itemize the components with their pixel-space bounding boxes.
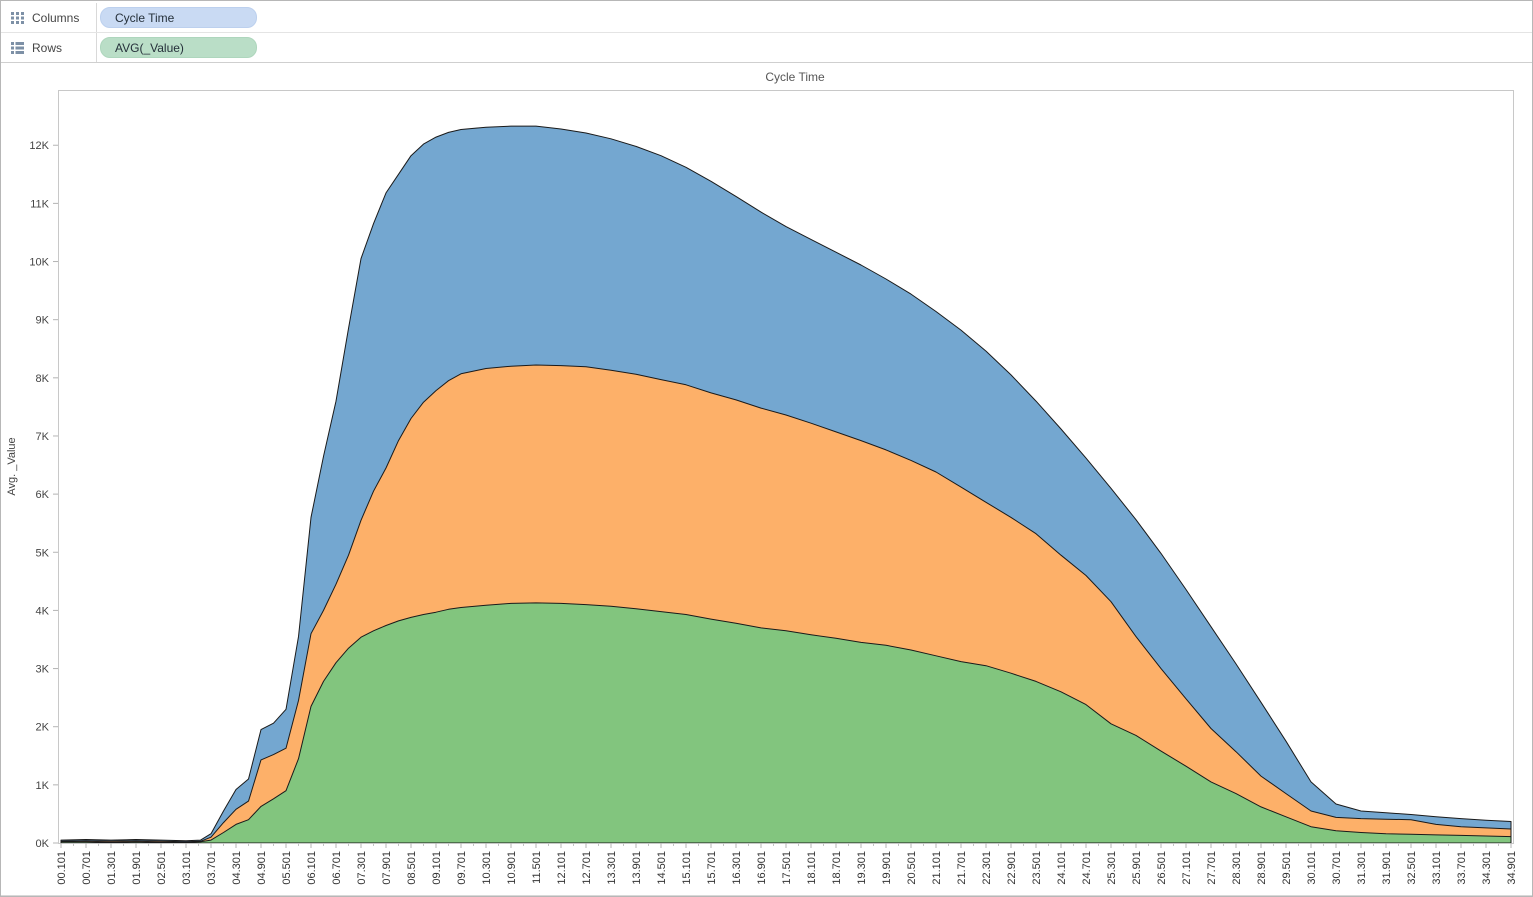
x-tick-label: 09.101: [431, 851, 443, 885]
bottom-divider: [1, 895, 1532, 897]
chart-title-bar: Cycle Time: [1, 63, 1532, 90]
columns-pill-cycle-time[interactable]: Cycle Time: [100, 7, 257, 28]
x-tick-label: 07.301: [356, 851, 368, 885]
y-tick-label: 9K: [36, 315, 50, 327]
y-tick-label: 12K: [29, 140, 49, 152]
y-tick-label: 4K: [36, 605, 50, 617]
x-tick-label: 19.301: [856, 851, 868, 885]
x-tick-label: 22.901: [1006, 851, 1018, 885]
x-tick-label: 12.101: [556, 851, 568, 885]
columns-shelf-title: Columns: [32, 10, 80, 25]
rows-shelf-dropzone[interactable]: AVG(_Value): [97, 33, 1532, 62]
x-tick-label: 28.901: [1256, 851, 1268, 885]
x-tick-label: 15.701: [706, 851, 718, 885]
x-tick-label: 25.901: [1131, 851, 1143, 885]
x-tick-label: 14.501: [656, 851, 668, 885]
x-tick-label: 34.301: [1481, 851, 1493, 885]
x-tick-label: 31.901: [1381, 851, 1393, 885]
x-tick-label: 23.501: [1031, 851, 1043, 885]
rows-shelf[interactable]: Rows AVG(_Value): [1, 33, 1532, 62]
y-tick-label: 1K: [36, 780, 50, 792]
x-tick-label: 32.501: [1406, 851, 1418, 885]
x-tick-label: 13.301: [606, 851, 618, 885]
x-tick-label: 01.901: [131, 851, 143, 885]
columns-shelf-dropzone[interactable]: Cycle Time: [97, 3, 1532, 32]
x-tick-label: 09.701: [456, 851, 468, 885]
x-tick-label: 24.101: [1056, 851, 1068, 885]
columns-grid-icon: [10, 10, 25, 25]
x-tick-label: 02.501: [156, 851, 168, 885]
x-tick-label: 30.101: [1306, 851, 1318, 885]
shelf-area: Columns Cycle Time Rows: [1, 1, 1532, 63]
x-tick-label: 33.701: [1456, 851, 1468, 885]
columns-shelf-label: Columns: [1, 3, 97, 32]
y-tick-label: 0K: [36, 838, 50, 850]
x-tick-label: 12.701: [581, 851, 593, 885]
x-tick-label: 03.101: [181, 851, 193, 885]
x-tick-label: 33.101: [1431, 851, 1443, 885]
x-tick-label: 06.701: [331, 851, 343, 885]
x-tick-label: 10.301: [481, 851, 493, 885]
x-tick-label: 15.101: [681, 851, 693, 885]
x-tick-label: 13.901: [631, 851, 643, 885]
x-tick-label: 31.301: [1356, 851, 1368, 885]
y-axis-title: Avg. _Value: [6, 437, 18, 495]
x-tick-label: 34.901: [1506, 851, 1518, 885]
x-tick-label: 05.501: [281, 851, 293, 885]
x-tick-label: 30.701: [1331, 851, 1343, 885]
x-tick-label: 17.501: [781, 851, 793, 885]
x-tick-label: 16.901: [756, 851, 768, 885]
x-tick-label: 11.501: [531, 851, 543, 884]
x-tick-label: 03.701: [206, 851, 218, 885]
chart-title: Cycle Time: [765, 69, 825, 84]
x-tick-label: 22.301: [981, 851, 993, 885]
y-tick-label: 2K: [36, 722, 50, 734]
x-tick-label: 25.301: [1106, 851, 1118, 885]
columns-shelf[interactable]: Columns Cycle Time: [1, 3, 1532, 33]
x-tick-label: 00.701: [81, 851, 93, 885]
y-tick-label: 7K: [36, 431, 50, 443]
x-tick-label: 08.501: [406, 851, 418, 885]
x-tick-label: 16.301: [731, 851, 743, 885]
rows-shelf-label: Rows: [1, 33, 97, 62]
x-tick-label: 19.901: [881, 851, 893, 885]
x-tick-label: 21.101: [931, 851, 943, 885]
x-tick-label: 27.101: [1181, 851, 1193, 885]
x-tick-label: 18.701: [831, 851, 843, 885]
rows-list-icon: [10, 40, 25, 55]
y-tick-label: 5K: [36, 547, 50, 559]
area-green[interactable]: [60, 602, 1512, 844]
y-tick-label: 10K: [29, 257, 49, 269]
x-tick-label: 18.101: [806, 851, 818, 885]
rows-pill-avg-value[interactable]: AVG(_Value): [100, 37, 257, 58]
x-tick-label: 27.701: [1206, 851, 1218, 885]
x-tick-label: 00.101: [56, 851, 68, 885]
y-tick-label: 3K: [36, 664, 50, 676]
y-tick-label: 6K: [36, 489, 50, 501]
x-tick-label: 29.501: [1281, 851, 1293, 885]
x-tick-label: 26.501: [1156, 851, 1168, 885]
x-tick-label: 20.501: [906, 851, 918, 885]
x-tick-label: 07.901: [381, 851, 393, 885]
plot-area[interactable]: 0K 1K 2K 3K 4K 5K 6K 7K 8K 9K 10K 11K 12K Avg. _Value…: [1, 90, 1533, 890]
x-tick-label: 10.901: [506, 851, 518, 885]
x-tick-label: 01.301: [106, 851, 118, 885]
y-tick-label: 8K: [36, 373, 50, 385]
rows-shelf-title: Rows: [32, 40, 63, 55]
x-tick-label: 06.101: [306, 851, 318, 885]
x-tick-label: 28.301: [1231, 851, 1243, 885]
x-tick-label: 24.701: [1081, 851, 1093, 885]
x-tick-label: 04.901: [256, 851, 268, 885]
x-tick-label: 21.701: [956, 851, 968, 885]
x-tick-label: 04.301: [231, 851, 243, 885]
y-tick-label: 11K: [30, 198, 49, 210]
